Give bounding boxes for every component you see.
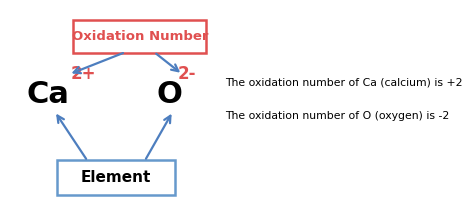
Text: 2-: 2- xyxy=(178,65,196,83)
Text: O: O xyxy=(156,80,182,109)
FancyBboxPatch shape xyxy=(57,160,175,195)
Text: The oxidation number of Ca (calcium) is +2: The oxidation number of Ca (calcium) is … xyxy=(225,78,463,88)
Text: Element: Element xyxy=(81,170,151,185)
Text: Ca: Ca xyxy=(26,80,69,109)
Text: Oxidation Number: Oxidation Number xyxy=(72,30,208,43)
Text: The oxidation number of O (oxygen) is -2: The oxidation number of O (oxygen) is -2 xyxy=(225,111,449,121)
FancyBboxPatch shape xyxy=(73,20,206,53)
Text: 2+: 2+ xyxy=(70,65,96,83)
